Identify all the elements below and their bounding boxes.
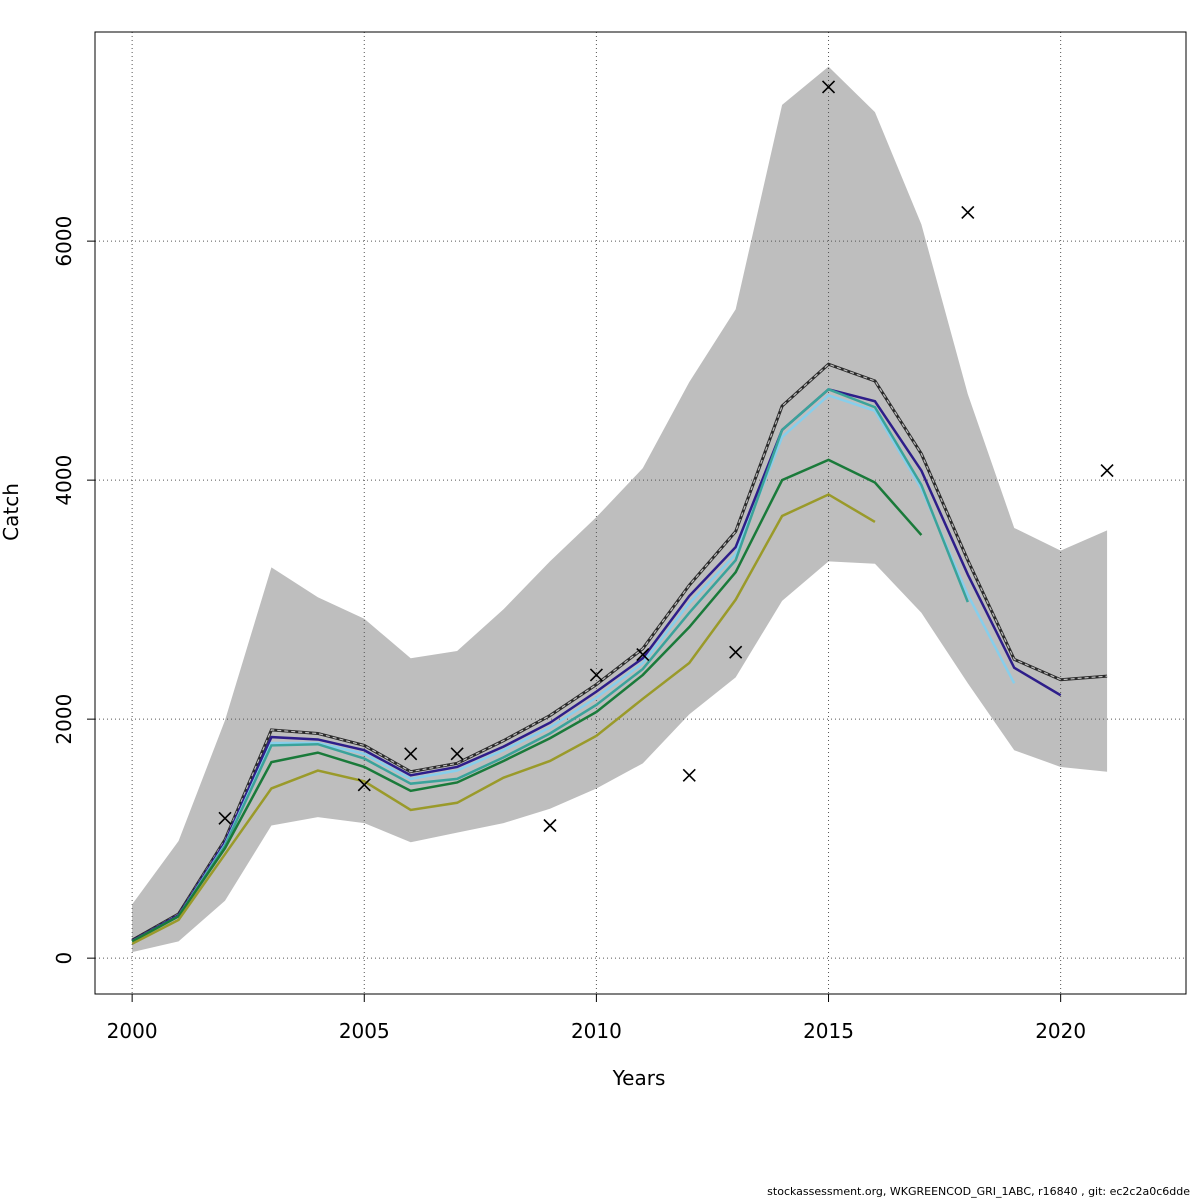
observation-point <box>218 811 232 825</box>
footer-credit: stockassessment.org, WKGREENCOD_GRI_1ABC… <box>767 1185 1190 1198</box>
observation-point <box>543 818 557 833</box>
observation-point <box>729 645 743 659</box>
observation-point <box>636 648 650 662</box>
observation-point <box>589 668 603 682</box>
grid-layer <box>95 32 1186 994</box>
x-tick-label: 2015 <box>803 1019 854 1043</box>
observation-point <box>682 768 696 782</box>
x-axis-title: Years <box>612 1066 666 1090</box>
x-tick-label: 2000 <box>107 1019 158 1043</box>
series-layer <box>131 362 1108 945</box>
series-line-4 <box>131 387 969 943</box>
y-tick-label: 4000 <box>52 455 76 506</box>
y-tick-label: 2000 <box>52 694 76 745</box>
x-tick-label: 2005 <box>339 1019 390 1043</box>
plot-frame <box>94 31 1187 995</box>
series-line-3 <box>131 393 1016 943</box>
x-tick-label: 2020 <box>1035 1019 1086 1043</box>
observation-point <box>1100 464 1114 478</box>
observation-point <box>961 205 975 220</box>
observations-layer <box>218 80 1114 833</box>
observation-point <box>821 80 836 94</box>
confidence-band <box>132 66 1108 953</box>
y-tick-label: 6000 <box>52 216 76 267</box>
observation-point <box>357 778 371 792</box>
observation-point <box>450 747 464 761</box>
confidence-band-layer <box>132 66 1108 953</box>
series-line-2 <box>131 387 1062 942</box>
series-line-6 <box>131 493 876 945</box>
y-tick-label: 0 <box>52 952 76 965</box>
series-line-5 <box>131 458 923 943</box>
x-tick-label: 2010 <box>571 1019 622 1043</box>
y-axis: 0 2000 4000 6000 <box>52 216 95 965</box>
y-axis-title: Catch <box>0 483 23 541</box>
x-axis: 2000 2005 2010 2015 2020 <box>107 994 1086 1043</box>
observation-point <box>404 747 418 761</box>
series-line-dash-overlay <box>131 363 1108 941</box>
